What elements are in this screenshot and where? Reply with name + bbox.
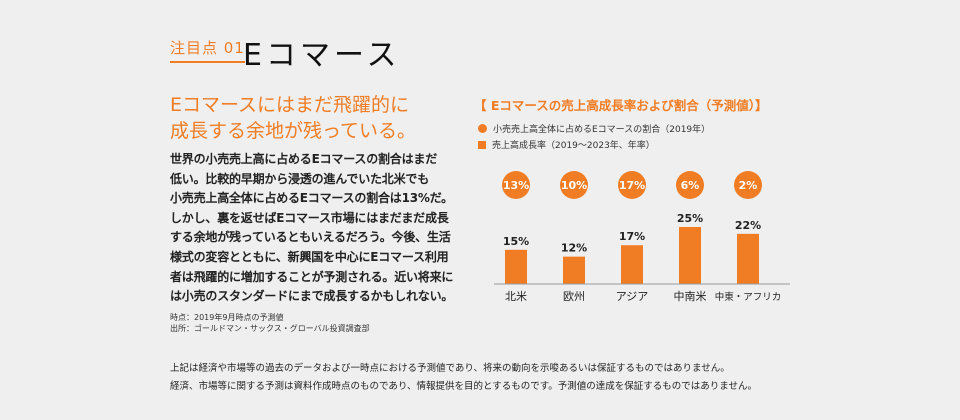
headline-line: 成長する余地が残っている。 [170, 120, 417, 142]
category-label: 中南米 [674, 290, 707, 303]
share-label: 10% [561, 179, 587, 192]
share-circle [560, 171, 588, 199]
body-line: は小売のスタンダードにまで成長するかもしれない。 [170, 289, 454, 304]
body-line: する余地が残っているともいえるだろう。今後、生活 [170, 230, 451, 245]
body-paragraph: 世界の小売売上高に占めるEコマースの割合はまだ 低い。比較的早期から浸透の進んで… [170, 150, 460, 307]
category-label: アジア [616, 290, 649, 303]
growth-bar [505, 249, 527, 284]
share-label: 17% [619, 179, 645, 192]
category-label: 欧州 [563, 290, 585, 303]
legend-item-growth: 売上高成長率（2019～2023年、年率） [478, 138, 655, 151]
body-line: 低い。比較的早期から浸透の進んでいた北米でも [170, 171, 430, 186]
legend-label: 小売売上高全体に占めるEコマースの割合（2019年） [493, 125, 711, 135]
share-label: 6% [681, 179, 700, 192]
growth-label: 25% [677, 212, 703, 225]
square-marker-icon [478, 140, 486, 149]
growth-label: 15% [503, 235, 529, 248]
growth-bar [737, 233, 759, 284]
headline-line: Eコマースにはまだ飛躍的に [170, 94, 410, 116]
headline: Eコマースにはまだ飛躍的に 成長する余地が残っている。 [170, 92, 470, 144]
growth-label: 17% [619, 230, 645, 243]
disclaimer-line: 経済、市場等に関する予測は資料作成時点のものであり、情報提供を目的とするものです… [170, 381, 758, 392]
body-line: 様式の変容とともに、新興国を中心にEコマース利用 [170, 249, 449, 264]
growth-bar [679, 227, 701, 284]
chart-title: 【 Eコマースの売上高成長率および割合（予測値）】 [474, 98, 768, 113]
body-line: 世界の小売売上高に占めるEコマースの割合はまだ [170, 152, 437, 166]
share-circle [676, 171, 704, 199]
growth-bar-chart: 13% 15% 北米 10% 12% 欧州 17% 17% アジア 6% 25% 中南米 2% 22% 中東… [494, 171, 790, 303]
section-tag: 注目点 01 [170, 37, 245, 63]
note-timepoint: 時点：2019年9月時点の予測値 [170, 313, 284, 322]
growth-label: 12% [561, 242, 587, 255]
circle-marker-icon [478, 124, 487, 133]
share-label: 13% [503, 179, 529, 192]
category-label: 北米 [505, 290, 527, 303]
growth-bar [621, 245, 643, 284]
category-label: 中東・アフリカ [715, 291, 782, 303]
legend-label: 売上高成長率（2019～2023年、年率） [492, 141, 655, 151]
body-line: 小売売上高全体に占めるEコマースの割合は13%だ。 [170, 191, 453, 206]
body-line: しかし、裏を返せばEコマース市場にはまだまだ成長 [170, 210, 449, 225]
share-circle [618, 171, 646, 199]
page-title: Eコマース [243, 38, 401, 73]
body-line: 者は飛躍的に増加することが予測される。近い将来に [170, 269, 454, 284]
share-circle [734, 171, 762, 199]
growth-label: 22% [735, 219, 761, 232]
growth-bar [563, 256, 585, 284]
disclaimer-line: 上記は経済や市場等の過去のデータおよび一時点における予測値であり、将来の動向を示… [170, 363, 730, 374]
share-circle [502, 171, 530, 199]
legend-item-share: 小売売上高全体に占めるEコマースの割合（2019年） [478, 122, 710, 135]
note-source: 出所：ゴールドマン・サックス・グローバル投資調査部 [170, 324, 370, 333]
share-label: 2% [739, 179, 758, 192]
